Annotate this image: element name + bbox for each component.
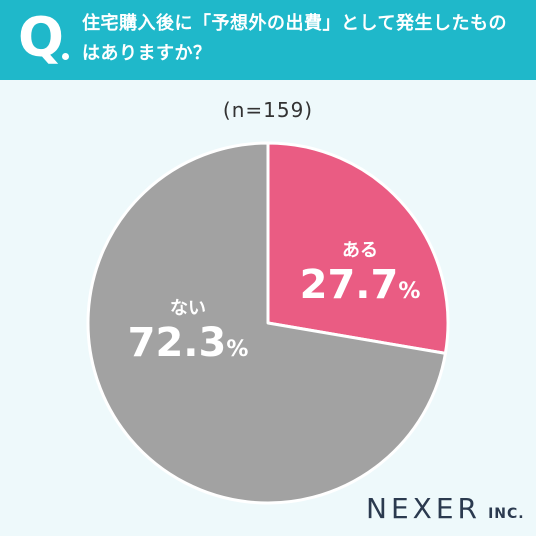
pie-slice-aru xyxy=(266,141,450,355)
logo-main-text: NEXER xyxy=(366,492,481,525)
slice-value-aru: 27.7 xyxy=(299,262,399,308)
slice-name-aru: ある xyxy=(342,240,378,261)
slice-unit-aru: % xyxy=(398,279,421,304)
nexer-logo: NEXER INC. xyxy=(366,492,525,525)
question-header: Q 住宅購入後に「予想外の出費」として発生したものはありますか？ xyxy=(0,0,536,80)
slice-unit-nai: % xyxy=(226,337,249,362)
sample-size-label: (n=159) xyxy=(222,98,314,122)
question-text: 住宅購入後に「予想外の出費」として発生したものはありますか？ xyxy=(82,13,507,64)
pie-slice-nai xyxy=(86,141,447,505)
q-dot xyxy=(62,53,69,60)
q-mark: Q xyxy=(18,6,64,69)
slice-value-nai: 72.3 xyxy=(127,320,227,366)
slice-name-nai: ない xyxy=(170,298,206,319)
slice-label-aru: ある 27.7% xyxy=(290,236,430,308)
slice-label-nai: ない 72.3% xyxy=(118,294,258,366)
logo-sub-text: INC. xyxy=(488,506,525,522)
